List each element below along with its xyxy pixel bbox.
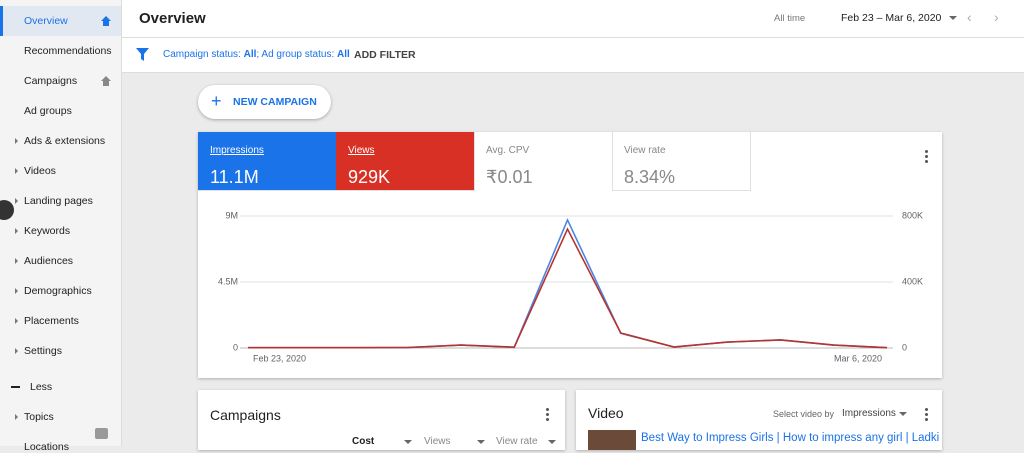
video-card: Video Select video by Impressions Best W… [576,390,942,450]
select-value[interactable]: Impressions [842,408,896,419]
video-title[interactable]: Best Way to Impress Girls | How to impre… [641,432,940,444]
y-tick-label: 0 [233,342,238,352]
column-header[interactable]: Views [424,436,451,447]
more-icon[interactable] [925,150,928,165]
expand-icon [15,228,18,234]
divider [198,190,474,191]
scorecard[interactable]: Impressions 11.1M [198,132,337,191]
nav-item[interactable]: Audiences [24,255,74,267]
more-icon[interactable] [925,408,928,423]
nav-item[interactable]: Ads & extensions [24,135,106,147]
home-icon [101,76,111,86]
nav-item[interactable]: Settings [24,345,62,357]
column-header[interactable]: Cost [352,436,375,447]
expand-icon [15,318,18,324]
nav-item[interactable]: Locations [24,441,69,453]
dropdown-arrow[interactable] [949,16,957,20]
scorecard-value: 11.1M [210,167,259,187]
filter-part: ; Ad group status: [256,49,337,60]
collapse-button[interactable] [0,200,14,220]
plus-icon: + [211,91,222,111]
nav-less[interactable]: Less [30,381,53,393]
video-thumbnail[interactable] [588,430,636,450]
nav-item[interactable]: Ad groups [24,105,72,117]
scorecard-label: Impressions [210,145,264,156]
campaigns-card: Campaigns Cost Views View rate [198,390,565,450]
dropdown-arrow[interactable] [477,440,485,444]
chart: 0 4.5M 9M 0 400K 800K Feb 23, 2020 Mar 6, 2020 [218,210,923,363]
active-item [0,6,121,36]
scorecard-label: Views [348,145,375,156]
scorecard[interactable]: Avg. CPV ₹0.01 [474,132,613,191]
chart-card: Impressions 11.1M Views 929K Avg. CPV ₹0.01… [198,132,942,378]
nav-item[interactable]: Recommendations [24,45,112,57]
card-title: Campaigns [210,407,281,423]
column-header[interactable]: View rate [496,436,538,447]
new-campaign-button[interactable]: + NEW CAMPAIGN [198,85,331,119]
filter-icon[interactable] [136,48,149,61]
date-range[interactable]: Feb 23 – Mar 6, 2020 [841,12,942,24]
page-title: Overview [139,10,206,27]
header [122,0,1024,38]
filter-bar [122,38,1024,73]
y2-tick-label: 0 [902,342,907,352]
nav-item[interactable]: Topics [24,411,54,423]
add-filter[interactable]: ADD FILTER [354,49,416,61]
next-icon[interactable]: › [994,9,999,25]
y2-tick-label: 800K [902,210,923,220]
filter-part: All [243,49,257,60]
prev-icon[interactable]: ‹ [967,9,972,25]
series-line [248,227,888,349]
scorecard[interactable]: View rate 8.34% [612,132,751,191]
expand-icon [15,198,18,204]
scorecard-label: Avg. CPV [486,145,530,156]
nav-item[interactable]: Videos [24,165,56,177]
expand-icon [15,414,18,420]
dash-icon [11,386,20,388]
nav-item[interactable]: Campaigns [24,75,78,87]
sidebar: Overview Recommendations Campaigns Ad gr… [0,0,122,453]
nav-item[interactable]: Landing pages [24,195,93,207]
scorecard-value: 8.34% [624,167,676,187]
expand-icon [15,168,18,174]
more-icon[interactable] [546,408,549,423]
chat-icon[interactable] [95,428,108,439]
button-label: NEW CAMPAIGN [233,96,317,108]
nav-item[interactable]: Overview [24,15,68,27]
select-label: Select video by [773,409,835,419]
dropdown-arrow[interactable] [899,412,907,416]
expand-icon [15,258,18,264]
home-icon [101,16,111,26]
scorecard-value: ₹0.01 [486,167,533,187]
expand-icon [15,288,18,294]
dropdown-arrow[interactable] [404,440,412,444]
scorecard-value: 929K [348,167,391,187]
scorecard[interactable]: Views 929K [336,132,475,191]
y2-tick-label: 400K [902,276,923,286]
nav-item[interactable]: Demographics [24,285,92,297]
filter-part: All [337,49,350,60]
filter-part: Campaign status: [163,49,244,60]
nav-item[interactable]: Placements [24,315,79,327]
filter-text[interactable]: Campaign status: All; Ad group status: A… [163,49,350,60]
y-tick-label: 9M [225,210,238,220]
expand-icon [15,348,18,354]
series-line [248,217,888,349]
dropdown-arrow[interactable] [548,440,556,444]
x-tick-label: Feb 23, 2020 [253,353,306,363]
y-tick-label: 4.5M [218,276,238,286]
nav-item[interactable]: Keywords [24,225,71,237]
scorecard-label: View rate [624,145,666,156]
card-title: Video [588,405,624,421]
expand-icon [15,138,18,144]
x-tick-label: Mar 6, 2020 [834,353,882,363]
range-label: All time [774,13,806,24]
